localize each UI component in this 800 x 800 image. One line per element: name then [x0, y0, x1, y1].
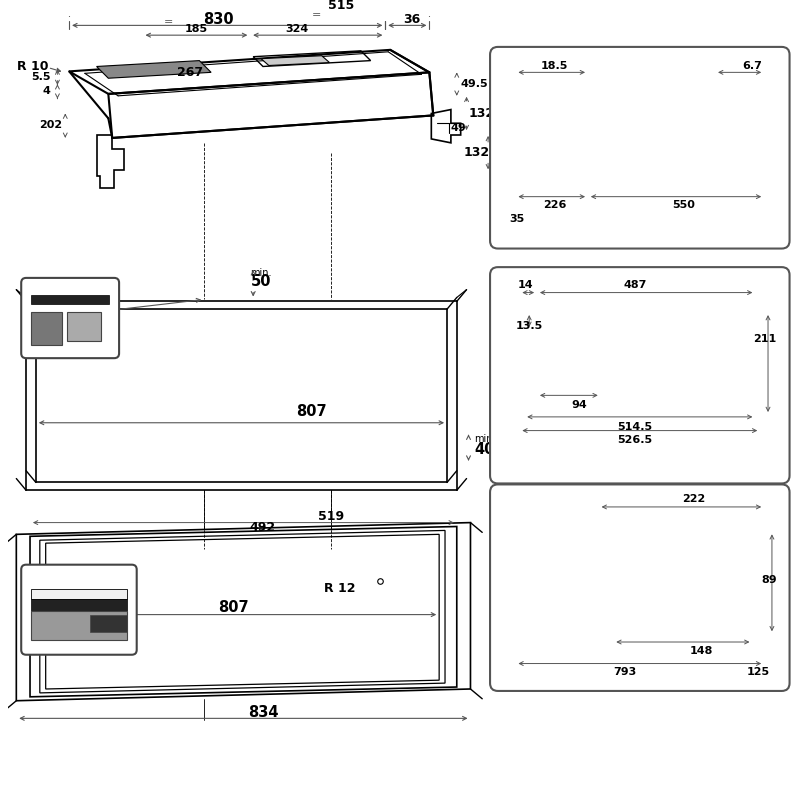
Text: 14: 14	[518, 280, 533, 290]
FancyBboxPatch shape	[22, 278, 119, 358]
Text: 830: 830	[204, 12, 234, 27]
Text: 13.5: 13.5	[515, 321, 542, 331]
Bar	[90, 614, 127, 632]
Text: 211: 211	[754, 334, 777, 343]
Text: 514.5: 514.5	[618, 422, 653, 432]
Text: 6.7: 6.7	[742, 61, 762, 70]
Bar	[31, 610, 127, 640]
Polygon shape	[97, 61, 211, 78]
Text: 202: 202	[39, 120, 62, 130]
Text: 125: 125	[747, 667, 770, 678]
Text: 834: 834	[248, 705, 278, 720]
Bar	[31, 589, 127, 599]
Text: 132: 132	[464, 146, 490, 159]
Text: 35: 35	[510, 214, 525, 224]
Bar	[31, 294, 110, 304]
Text: R 12: R 12	[323, 582, 355, 594]
Text: 807: 807	[297, 405, 327, 419]
Text: 148: 148	[690, 646, 714, 656]
Bar	[67, 312, 102, 341]
Text: 49.5: 49.5	[461, 79, 488, 89]
Text: 40: 40	[474, 442, 494, 457]
Text: 226: 226	[543, 201, 566, 210]
Text: 515: 515	[328, 0, 354, 12]
Text: 519: 519	[318, 510, 345, 523]
Text: 132: 132	[469, 107, 494, 120]
FancyBboxPatch shape	[22, 565, 137, 654]
FancyBboxPatch shape	[490, 485, 790, 691]
Text: 550: 550	[673, 201, 695, 210]
Text: 793: 793	[614, 667, 637, 678]
Text: 267: 267	[177, 66, 202, 79]
Text: 487: 487	[623, 280, 646, 290]
Text: 324: 324	[286, 24, 309, 34]
Text: 222: 222	[682, 494, 706, 504]
Text: =: =	[163, 18, 173, 27]
Text: 49: 49	[451, 123, 466, 133]
FancyBboxPatch shape	[490, 267, 790, 483]
Text: min.: min.	[474, 434, 496, 444]
Text: 50: 50	[250, 274, 271, 290]
Text: 492: 492	[90, 345, 119, 360]
Text: 185: 185	[185, 24, 208, 34]
Text: 807: 807	[218, 600, 249, 615]
FancyBboxPatch shape	[490, 47, 790, 249]
Bar	[31, 599, 127, 610]
Text: 18.5: 18.5	[541, 61, 568, 70]
Text: 492: 492	[250, 521, 276, 534]
Text: 5.5: 5.5	[31, 72, 50, 82]
Text: 6.5: 6.5	[50, 571, 73, 584]
Text: 4: 4	[42, 86, 50, 96]
Text: 89: 89	[762, 575, 777, 586]
Text: =: =	[312, 10, 322, 21]
Text: R 10: R 10	[18, 60, 49, 73]
Text: 94: 94	[571, 400, 587, 410]
Text: min.: min.	[250, 268, 272, 278]
Text: 36: 36	[403, 13, 420, 26]
Polygon shape	[261, 56, 330, 66]
Text: 526.5: 526.5	[618, 435, 653, 446]
Bar	[31, 312, 62, 346]
